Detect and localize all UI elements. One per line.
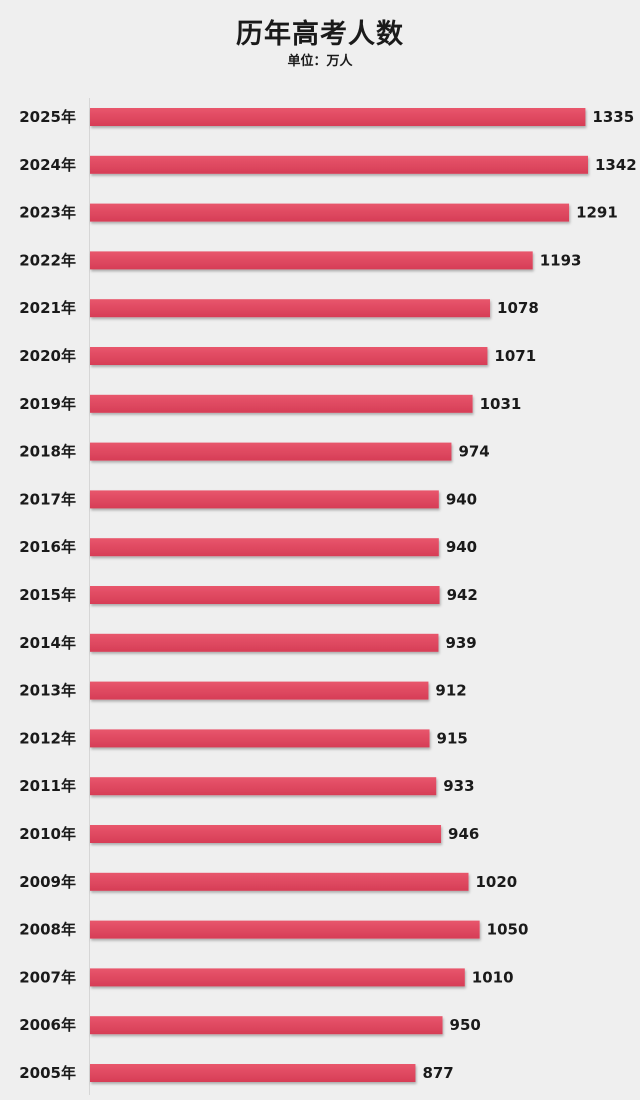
data-label: 1031 xyxy=(480,395,522,413)
data-label: 915 xyxy=(437,729,468,747)
data-label: 877 xyxy=(422,1064,453,1082)
bar xyxy=(90,920,480,939)
data-label: 1193 xyxy=(540,251,582,269)
y-tick-label: 2005年 xyxy=(19,1064,76,1082)
bar xyxy=(90,442,452,461)
bar xyxy=(90,394,473,413)
bar xyxy=(90,251,533,270)
bar xyxy=(90,538,439,557)
data-label: 940 xyxy=(446,538,477,556)
data-label: 939 xyxy=(445,634,476,652)
data-label: 1050 xyxy=(487,921,529,939)
bar xyxy=(90,1016,443,1035)
bar xyxy=(90,872,469,891)
bar xyxy=(90,777,437,796)
chart-subtitle: 单位：万人 xyxy=(287,54,353,69)
bar xyxy=(90,108,586,126)
bar xyxy=(90,633,439,652)
data-label: 946 xyxy=(448,825,479,843)
bar xyxy=(90,490,439,509)
y-tick-label: 2025年 xyxy=(19,108,76,126)
y-tick-label: 2016年 xyxy=(19,538,76,556)
y-tick-label: 2017年 xyxy=(19,490,76,508)
y-tick-label: 2023年 xyxy=(19,204,76,222)
data-label: 912 xyxy=(435,682,466,700)
data-label: 940 xyxy=(446,490,477,508)
data-label: 1078 xyxy=(497,299,539,317)
y-tick-label: 2009年 xyxy=(19,873,76,891)
y-tick-label: 2007年 xyxy=(19,968,76,986)
y-tick-label: 2015年 xyxy=(19,586,76,604)
data-label: 1291 xyxy=(576,204,618,222)
y-tick-label: 2010年 xyxy=(19,825,76,843)
data-label: 1010 xyxy=(472,968,514,986)
y-tick-label: 2021年 xyxy=(19,299,76,317)
bar xyxy=(90,299,491,318)
data-label: 974 xyxy=(458,443,489,461)
chart-title: 历年高考人数 xyxy=(236,19,404,50)
bar xyxy=(90,155,588,174)
y-tick-label: 2011年 xyxy=(19,777,76,795)
y-tick-label: 2018年 xyxy=(19,443,76,461)
data-label: 1071 xyxy=(494,347,536,365)
bar xyxy=(90,968,465,987)
y-tick-label: 2020年 xyxy=(19,347,76,365)
y-tick-label: 2008年 xyxy=(19,921,76,939)
y-tick-label: 2024年 xyxy=(19,156,76,174)
data-label: 942 xyxy=(447,586,478,604)
y-tick-label: 2006年 xyxy=(19,1016,76,1034)
y-tick-label: 2019年 xyxy=(19,395,76,413)
y-tick-label: 2012年 xyxy=(19,729,76,747)
y-tick-label: 2014年 xyxy=(19,634,76,652)
y-tick-label: 2013年 xyxy=(19,682,76,700)
bar xyxy=(90,203,570,222)
data-label: 933 xyxy=(443,777,474,795)
bar xyxy=(90,586,440,604)
data-label: 1020 xyxy=(476,873,518,891)
data-label: 950 xyxy=(450,1016,481,1034)
data-label: 1335 xyxy=(592,108,634,126)
bar xyxy=(90,729,430,748)
data-label: 1342 xyxy=(595,156,637,174)
bar xyxy=(90,825,442,843)
bar xyxy=(90,347,488,365)
bar xyxy=(90,681,429,700)
y-tick-label: 2022年 xyxy=(19,251,76,269)
bar xyxy=(90,1064,416,1082)
